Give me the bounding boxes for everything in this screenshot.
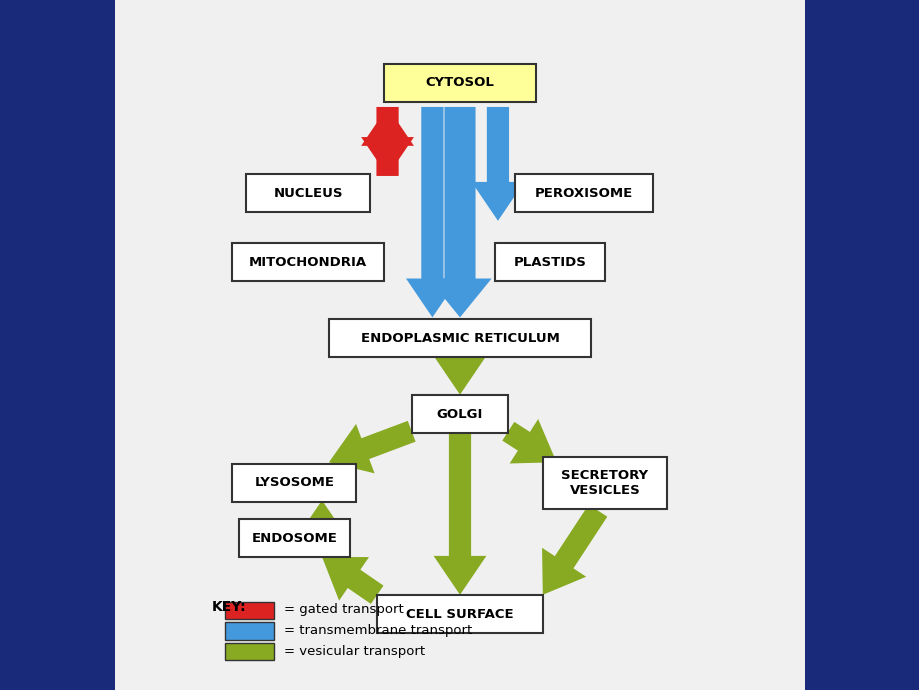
Text: CELL SURFACE: CELL SURFACE bbox=[406, 608, 513, 620]
FancyBboxPatch shape bbox=[329, 319, 591, 357]
Text: MITOCHONDRIA: MITOCHONDRIA bbox=[249, 256, 367, 268]
Text: GOLGI: GOLGI bbox=[437, 408, 482, 420]
Text: LYSOSOME: LYSOSOME bbox=[255, 477, 334, 489]
FancyBboxPatch shape bbox=[225, 602, 274, 619]
Text: = transmembrane transport: = transmembrane transport bbox=[284, 624, 471, 637]
FancyBboxPatch shape bbox=[232, 243, 384, 282]
FancyBboxPatch shape bbox=[115, 0, 804, 690]
FancyBboxPatch shape bbox=[239, 519, 349, 558]
FancyBboxPatch shape bbox=[225, 622, 274, 640]
FancyBboxPatch shape bbox=[384, 63, 535, 101]
Text: CYTOSOL: CYTOSOL bbox=[425, 77, 494, 89]
FancyBboxPatch shape bbox=[377, 595, 542, 633]
FancyBboxPatch shape bbox=[232, 464, 356, 502]
FancyBboxPatch shape bbox=[515, 174, 652, 213]
Text: PEROXISOME: PEROXISOME bbox=[535, 187, 632, 199]
Text: = vesicular transport: = vesicular transport bbox=[284, 645, 425, 658]
Text: KEY:: KEY: bbox=[211, 600, 246, 614]
FancyBboxPatch shape bbox=[494, 243, 605, 282]
Text: ENDOSOME: ENDOSOME bbox=[251, 532, 337, 544]
FancyBboxPatch shape bbox=[412, 395, 508, 433]
Text: SECRETORY
VESICLES: SECRETORY VESICLES bbox=[561, 469, 648, 497]
Text: ENDOPLASMIC RETICULUM: ENDOPLASMIC RETICULUM bbox=[360, 332, 559, 344]
FancyBboxPatch shape bbox=[542, 457, 666, 509]
Text: NUCLEUS: NUCLEUS bbox=[273, 187, 343, 199]
Text: = gated transport: = gated transport bbox=[284, 604, 403, 616]
FancyBboxPatch shape bbox=[225, 643, 274, 660]
FancyBboxPatch shape bbox=[246, 174, 369, 213]
Text: PLASTIDS: PLASTIDS bbox=[513, 256, 585, 268]
